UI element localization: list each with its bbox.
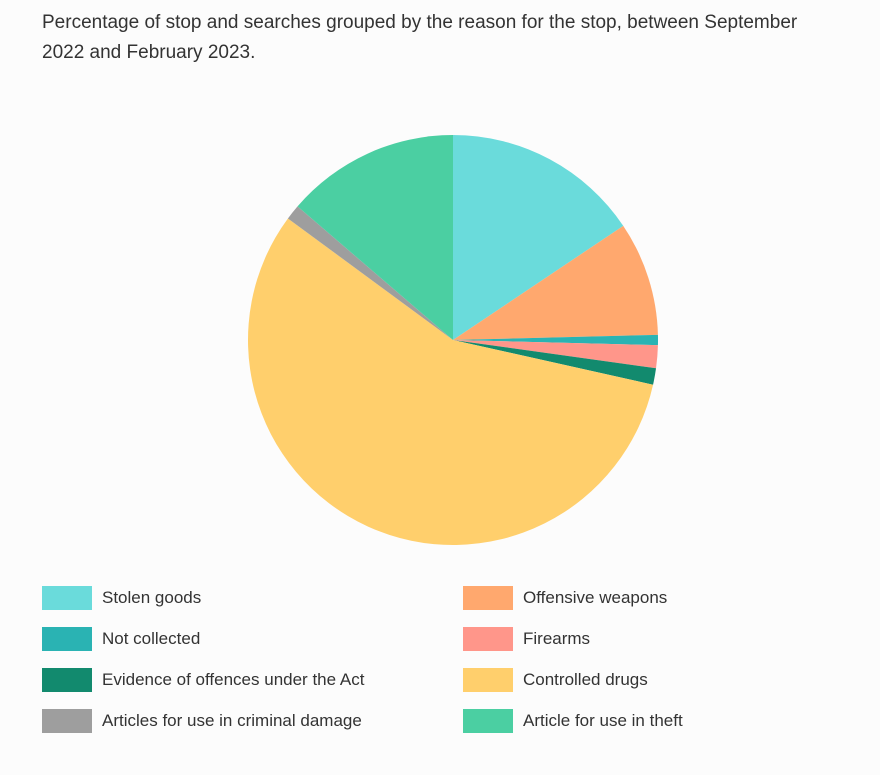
pie-slice-controlled-drugs[interactable] <box>247 218 654 545</box>
legend-label: Articles for use in criminal damage <box>102 711 362 730</box>
pie-slice-articles-for-use-in-criminal-damage[interactable] <box>287 206 453 340</box>
pie-chart <box>247 135 659 545</box>
legend-swatch <box>42 668 92 692</box>
legend-swatch <box>42 627 92 651</box>
pie-slice-offensive-weapons[interactable] <box>453 225 658 340</box>
pie-slice-stolen-goods[interactable] <box>453 135 624 340</box>
legend-label: Offensive weapons <box>523 588 668 607</box>
pie-slice-evidence-of-offences-under-the-act[interactable] <box>453 340 657 385</box>
legend-swatch <box>463 586 513 610</box>
legend-swatch <box>463 627 513 651</box>
legend-item-firearms[interactable]: Firearms <box>463 626 590 652</box>
legend-item-not-collected[interactable]: Not collected <box>42 626 200 652</box>
legend-label: Stolen goods <box>102 588 202 607</box>
legend-swatch <box>42 586 92 610</box>
legend-swatch <box>463 709 513 733</box>
chart-title: Percentage of stop and searches grouped … <box>42 12 798 63</box>
pie-slice-article-for-use-in-theft[interactable] <box>297 135 453 340</box>
legend-item-controlled-drugs[interactable]: Controlled drugs <box>463 667 648 693</box>
legend-label: Not collected <box>102 629 201 648</box>
legend-item-articles-for-use-in-criminal-damage[interactable]: Articles for use in criminal damage <box>42 708 362 734</box>
legend-label: Evidence of offences under the Act <box>102 670 365 689</box>
pie-slice-firearms[interactable] <box>453 340 658 369</box>
legend-item-article-for-use-in-theft[interactable]: Article for use in theft <box>463 708 683 734</box>
legend-label: Article for use in theft <box>523 711 683 730</box>
pie-slice-not-collected[interactable] <box>453 334 659 346</box>
legend-swatch <box>42 709 92 733</box>
legend-label: Firearms <box>523 629 591 648</box>
legend-item-evidence-of-offences-under-the-act[interactable]: Evidence of offences under the Act <box>42 667 364 693</box>
legend-swatch <box>463 668 513 692</box>
legend-item-offensive-weapons[interactable]: Offensive weapons <box>463 585 667 611</box>
legend-label: Controlled drugs <box>523 670 648 689</box>
legend-item-stolen-goods[interactable]: Stolen goods <box>42 585 201 611</box>
